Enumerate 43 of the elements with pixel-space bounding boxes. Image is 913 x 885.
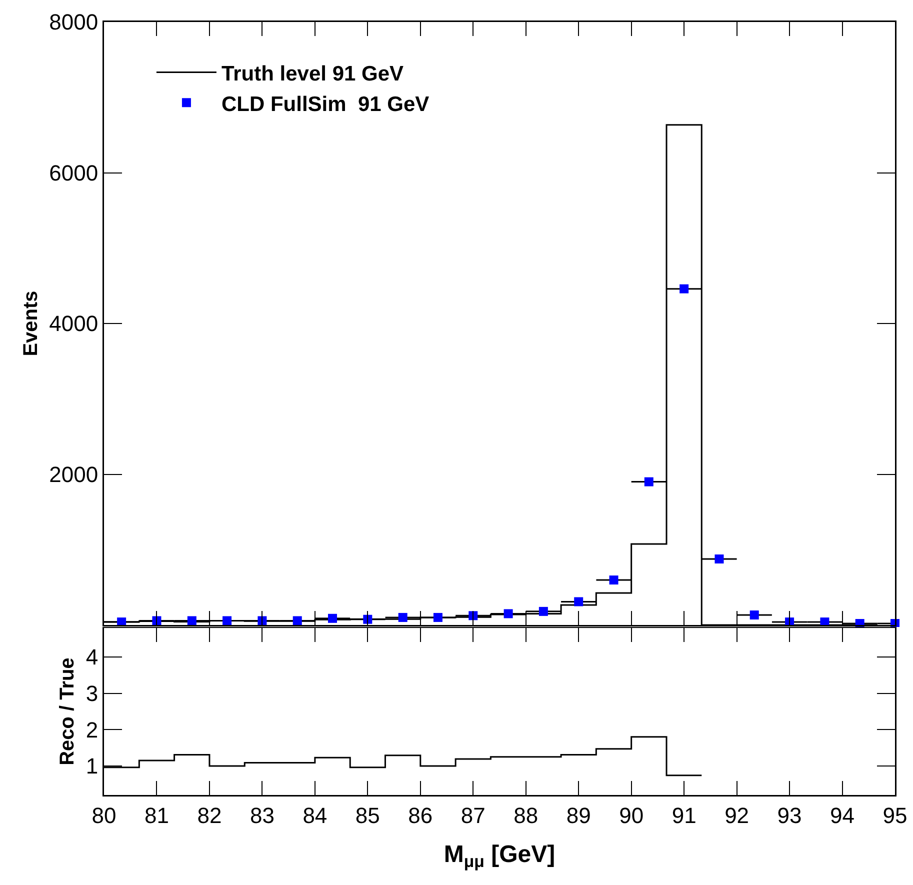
y-axis-title: Reco / True <box>56 658 79 766</box>
point <box>328 614 337 623</box>
x-tick-label: 91 <box>672 802 696 828</box>
x-tick-label: 81 <box>144 802 169 828</box>
x-tick-label: 85 <box>355 802 380 828</box>
legend-label: Truth level 91 GeV <box>221 62 404 86</box>
point <box>433 612 442 622</box>
x-tick-label: 92 <box>724 802 750 828</box>
x-tick-label: 90 <box>619 802 644 828</box>
point <box>222 616 232 626</box>
point <box>680 284 689 294</box>
point <box>609 576 618 584</box>
x-tick-label: 88 <box>514 802 538 828</box>
y-tick-label: 1 <box>86 754 98 779</box>
x-tick-label: 95 <box>882 802 908 828</box>
y-tick-label: 8000 <box>49 10 98 35</box>
point <box>292 616 302 626</box>
x-tick-label: 93 <box>777 802 802 828</box>
y-tick-label: 4000 <box>49 311 98 336</box>
point <box>644 477 654 486</box>
point <box>750 610 759 620</box>
point <box>398 612 408 622</box>
point <box>574 597 584 606</box>
x-tick-label: 83 <box>250 802 274 828</box>
point <box>538 606 548 616</box>
x-tick-label: 86 <box>408 802 433 828</box>
legend-label: CLD FullSim 91 GeV <box>221 92 430 116</box>
x-tick-label: 89 <box>566 802 591 828</box>
point <box>714 554 724 564</box>
x-axis-title: M$_{μμ}$ [GeV] <box>444 840 556 871</box>
x-tick-label: 82 <box>197 802 222 828</box>
y-tick-label: 3 <box>86 681 98 706</box>
x-tick-label: 87 <box>460 802 486 828</box>
y-tick-label: 6000 <box>49 160 98 186</box>
y-tick-label: 4 <box>86 644 98 670</box>
y-axis-title: Events <box>20 290 42 356</box>
point <box>504 609 513 618</box>
point <box>187 616 196 626</box>
x-tick-label: 94 <box>830 802 855 828</box>
x-tick-label: 80 <box>92 802 116 828</box>
x-tick-label: 84 <box>302 802 328 828</box>
y-tick-label: 2000 <box>49 462 98 487</box>
y-tick-label: 2 <box>86 717 98 742</box>
